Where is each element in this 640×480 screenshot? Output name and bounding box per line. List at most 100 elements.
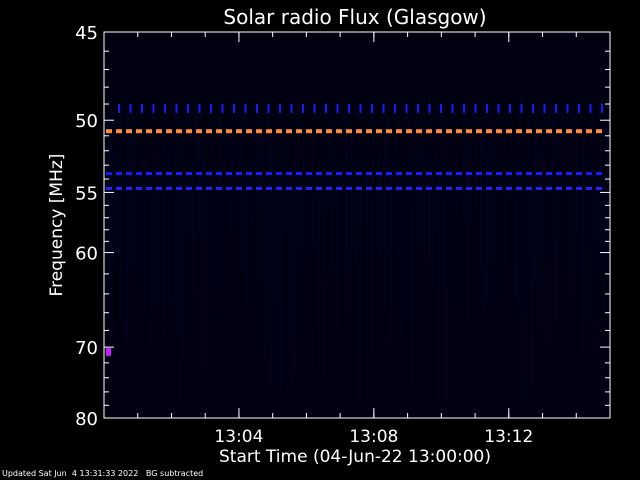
band-mark [296,172,302,176]
band-mark [279,103,281,113]
band-mark [486,172,492,176]
band-mark [136,129,142,134]
band-mark [221,103,224,113]
band-mark [436,129,442,134]
band-mark [451,103,454,113]
band-mark [566,172,572,176]
y-tick-label: 50 [75,111,98,132]
band-mark [290,103,293,113]
band-mark [396,186,402,190]
band-mark [586,186,592,190]
band-mark [136,172,142,176]
band-mark [556,172,562,176]
band-mark [476,172,482,176]
band-mark [116,129,122,134]
band-mark [266,129,272,134]
x-tick-label: 13:08 [349,427,398,447]
band-mark [416,129,422,134]
band-mark [520,103,523,113]
band-mark [486,129,492,134]
band-mark [446,186,452,190]
band-mark [601,103,603,113]
band-mark [226,129,232,134]
burst-features [106,347,112,356]
band-mark [336,186,342,190]
band-mark [156,186,162,190]
band-mark [226,172,232,176]
band-mark [446,172,452,176]
band-mark [206,186,212,190]
band-mark [446,129,452,134]
band-mark [596,129,602,134]
band-mark [586,129,592,134]
band-mark [226,186,232,190]
band-mark [286,129,292,134]
band-mark [556,129,562,134]
band-mark [326,129,332,134]
y-tick-label: 45 [75,23,98,44]
band-mark [556,186,562,190]
band-mark [166,172,172,176]
spectrogram-noise [105,92,608,403]
band-mark [456,129,462,134]
band-mark [286,172,292,176]
band-mark [316,129,322,134]
axes: 45 50 55 60 70 80 13:04 13:08 13:12 [75,23,610,447]
band-mark [396,172,402,176]
band-mark [196,129,202,134]
band-mark [376,129,382,134]
band-mark [506,129,512,134]
plot-background [104,32,610,418]
band-mark [536,172,542,176]
band-mark [466,129,472,134]
band-mark [526,172,532,176]
band-mark [589,103,592,113]
band-mark [576,129,582,134]
band-mark [426,129,432,134]
band-mark [348,103,350,113]
band-mark [506,186,512,190]
band-mark [576,172,582,176]
band-mark [366,172,372,176]
band-mark [496,172,502,176]
band-mark [313,103,316,113]
band-mark [164,103,166,113]
band-mark [516,172,522,176]
band-mark [136,186,142,190]
chart-title: Solar radio Flux (Glasgow) [223,5,486,29]
band-mark [210,103,212,113]
band-mark [406,186,412,190]
band-mark [118,103,120,113]
band-mark [286,186,292,190]
band-mark [428,103,431,113]
band-mark [376,186,382,190]
band-mark [146,172,152,176]
band-mark [196,186,202,190]
band-mark [306,129,312,134]
band-mark [306,186,312,190]
band-mark [176,129,182,134]
band-mark [486,103,488,113]
band-mark [256,129,262,134]
band-mark [576,186,582,190]
band-mark [198,103,201,113]
band-mark [176,172,182,176]
band-mark [382,103,385,113]
burst-point [106,347,112,356]
band-mark [506,172,512,176]
band-mark [436,172,442,176]
band-mark [456,186,462,190]
band-mark [546,172,552,176]
band-mark [186,129,192,134]
band-mark [566,186,572,190]
band-mark [366,129,372,134]
band-mark [516,129,522,134]
band-mark [476,129,482,134]
band-mark [233,103,235,113]
band-mark [371,103,373,113]
band-mark [326,186,332,190]
band-mark [396,129,402,134]
band-mark [246,186,252,190]
band-mark [476,186,482,190]
band-mark [426,172,432,176]
